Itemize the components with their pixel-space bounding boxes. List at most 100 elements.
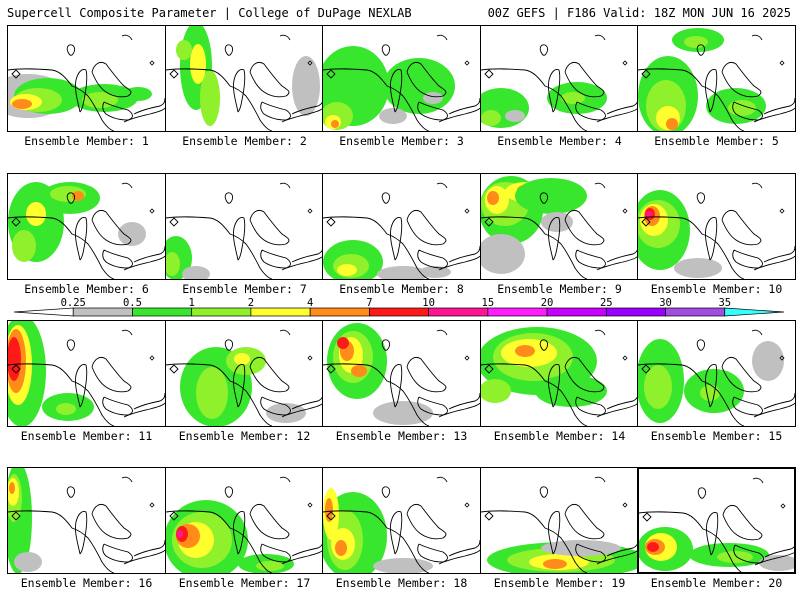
scp-contour-fill xyxy=(515,345,535,357)
scp-shading xyxy=(481,476,638,573)
scp-contour-fill xyxy=(56,403,76,415)
ensemble-member-label: Ensemble Member: 9 xyxy=(497,282,622,296)
great-lakes-coastline xyxy=(638,329,795,426)
ensemble-member-label: Ensemble Member: 4 xyxy=(497,134,622,148)
scp-shading xyxy=(8,468,165,573)
ensemble-member-panel: Ensemble Member: 7 xyxy=(165,173,324,321)
scp-contour-fill xyxy=(423,92,443,104)
ensemble-member-map xyxy=(165,320,324,427)
scp-contour-fill xyxy=(674,258,722,278)
ensemble-member-map xyxy=(480,173,639,280)
legend-swatch xyxy=(724,307,785,317)
legend-tick-label: 30 xyxy=(659,297,672,309)
scp-shading xyxy=(638,28,795,131)
ensemble-member-map xyxy=(322,25,481,132)
ensemble-member-panel: Ensemble Member: 8 xyxy=(322,173,481,321)
scp-shading xyxy=(323,323,480,426)
scp-contour-fill xyxy=(12,99,32,109)
scp-contour-fill xyxy=(190,44,206,84)
legend-swatch xyxy=(605,307,666,317)
ensemble-member-map xyxy=(480,25,639,132)
ensemble-member-map xyxy=(480,320,639,427)
scp-contour-fill xyxy=(234,353,250,365)
legend-tick-label: 20 xyxy=(541,297,554,309)
scp-shading xyxy=(638,182,795,279)
ensemble-member-map xyxy=(322,467,481,574)
ensemble-member-map xyxy=(322,320,481,427)
ensemble-member-panel: Ensemble Member: 11 xyxy=(7,320,166,468)
scp-contour-fill xyxy=(331,120,339,128)
great-lakes-coastline xyxy=(8,476,165,573)
scp-contour-fill xyxy=(647,542,659,552)
scp-shading xyxy=(481,176,638,279)
ensemble-member-label: Ensemble Member: 5 xyxy=(654,134,779,148)
ensemble-member-panel: Ensemble Member: 17 xyxy=(165,467,324,615)
scp-contour-fill xyxy=(166,252,180,276)
scp-contour-fill xyxy=(26,202,46,226)
scp-shading xyxy=(639,477,794,572)
great-lakes-coastline xyxy=(166,182,323,279)
scp-contour-fill xyxy=(335,540,347,556)
scp-contour-fill xyxy=(419,266,451,278)
ensemble-member-map xyxy=(7,467,166,574)
ensemble-member-panel: Ensemble Member: 2 xyxy=(165,25,324,173)
ensemble-member-panel: Ensemble Member: 12 xyxy=(165,320,324,468)
legend-swatch xyxy=(250,307,311,317)
scp-contour-fill xyxy=(646,211,652,217)
scp-contour-fill xyxy=(752,341,784,381)
scp-contour-fill xyxy=(124,87,152,101)
great-lakes-coastline xyxy=(8,329,165,426)
ensemble-member-label: Ensemble Member: 20 xyxy=(650,576,783,590)
scp-contour-fill xyxy=(487,191,499,205)
great-lakes-coastline xyxy=(481,476,638,573)
scp-shading xyxy=(8,321,165,426)
scp-contour-fill xyxy=(379,108,407,124)
great-lakes-coastline xyxy=(323,34,480,131)
ensemble-member-label: Ensemble Member: 7 xyxy=(182,282,307,296)
ensemble-member-panel: Ensemble Member: 14 xyxy=(480,320,639,468)
scp-shading xyxy=(323,476,480,573)
scp-shading xyxy=(166,26,323,131)
scp-contour-fill xyxy=(717,551,753,563)
legend-tick-label: 1 xyxy=(189,297,195,309)
scp-contour-fill xyxy=(644,365,672,409)
legend-swatch xyxy=(487,307,548,317)
scp-contour-fill xyxy=(684,36,708,48)
scp-contour-fill xyxy=(256,561,284,571)
ensemble-member-label: Ensemble Member: 17 xyxy=(178,576,311,590)
great-lakes-coastline xyxy=(8,34,165,131)
scp-shading xyxy=(323,34,480,131)
ensemble-member-label: Ensemble Member: 14 xyxy=(493,429,626,443)
ensemble-member-map xyxy=(165,467,324,574)
scp-contour-fill xyxy=(196,367,228,419)
scp-contour-fill xyxy=(337,264,357,276)
ensemble-member-label: Ensemble Member: 1 xyxy=(24,134,149,148)
ensemble-member-map xyxy=(637,320,796,427)
ensemble-member-panel: Ensemble Member: 4 xyxy=(480,25,639,173)
scp-contour-fill xyxy=(12,230,36,262)
scp-contour-fill xyxy=(373,558,433,573)
ensemble-member-panel: Ensemble Member: 6 xyxy=(7,173,166,321)
great-lakes-coastline xyxy=(638,34,795,131)
ensemble-member-panel: Ensemble Member: 13 xyxy=(322,320,481,468)
ensemble-member-panel: Ensemble Member: 16 xyxy=(7,467,166,615)
scp-shading xyxy=(481,34,638,131)
legend-tick-label: 25 xyxy=(600,297,613,309)
scp-contour-fill xyxy=(8,337,21,381)
ensemble-member-map xyxy=(165,173,324,280)
ensemble-member-label: Ensemble Member: 16 xyxy=(20,576,153,590)
ensemble-member-map xyxy=(637,173,796,280)
scp-shading xyxy=(8,182,165,279)
ensemble-member-label: Ensemble Member: 8 xyxy=(339,282,464,296)
great-lakes-coastline xyxy=(323,182,480,279)
ensemble-member-label: Ensemble Member: 10 xyxy=(650,282,783,296)
great-lakes-coastline xyxy=(323,476,480,573)
legend-swatch xyxy=(72,307,133,317)
scp-shading xyxy=(166,182,323,279)
ensemble-member-map xyxy=(165,25,324,132)
scp-contour-fill xyxy=(177,530,183,538)
legend-tick-label: 4 xyxy=(307,297,313,309)
scp-contour-fill xyxy=(377,266,429,279)
ensemble-member-map xyxy=(322,173,481,280)
ensemble-member-label: Ensemble Member: 15 xyxy=(650,429,783,443)
